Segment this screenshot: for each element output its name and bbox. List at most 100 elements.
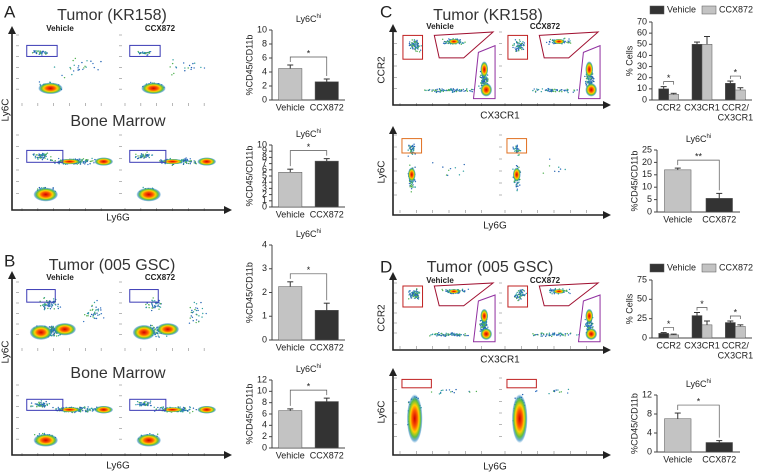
flow-event <box>513 44 515 46</box>
flow-event <box>146 52 148 54</box>
flow-event <box>518 50 520 52</box>
x-tick-label: CCR2/ <box>722 102 750 112</box>
flow-event <box>96 299 98 302</box>
flow-event <box>410 187 413 190</box>
flow-event <box>472 88 474 91</box>
flow-event <box>464 334 466 337</box>
flow-plot <box>119 281 207 351</box>
flow-event <box>79 406 82 409</box>
flow-event <box>518 42 521 44</box>
flow-event <box>533 334 536 336</box>
flow-event <box>155 331 157 334</box>
flow-event <box>100 312 103 315</box>
y-tick-label: 3 <box>262 263 267 273</box>
bar <box>735 326 746 339</box>
flow-event <box>440 334 442 337</box>
flow-event <box>470 90 472 92</box>
flow-event <box>151 304 154 306</box>
flow-event <box>549 158 551 160</box>
flow-event <box>192 62 194 65</box>
flow-event <box>44 404 46 407</box>
flow-event <box>138 53 141 55</box>
condition-label: CCX872 <box>145 273 176 282</box>
flow-event <box>36 156 38 159</box>
flow-event <box>87 313 90 315</box>
flow-event <box>452 88 455 90</box>
flow-event <box>53 308 55 310</box>
flow-event <box>100 60 102 63</box>
flow-event <box>588 78 590 80</box>
flow-event <box>482 323 485 326</box>
flow-event <box>202 312 204 315</box>
flow-event <box>569 333 571 335</box>
bar-chart: 0 2 4 6 8 10%CD45/CD11b Ly6Chi Vehicle CCX872 * <box>244 14 345 112</box>
flow-event <box>461 89 463 92</box>
flow-event <box>148 156 150 159</box>
y-axis-label: %CD45/CD11b <box>629 393 639 454</box>
flow-event <box>532 89 534 92</box>
flow-event <box>81 159 84 161</box>
flow-event <box>195 321 197 324</box>
flow-event <box>94 317 96 320</box>
flow-event <box>69 66 71 69</box>
flow-event <box>533 88 535 90</box>
flow-event <box>74 57 77 60</box>
chart-title-base: Ly6C <box>296 229 317 239</box>
flow-event <box>90 60 92 62</box>
flow-event <box>50 306 53 308</box>
flow-event <box>412 294 415 296</box>
flow-event <box>171 164 173 167</box>
flow-event <box>551 293 553 295</box>
flow-density <box>448 289 460 294</box>
flow-event <box>156 433 159 435</box>
flow-event <box>558 90 560 93</box>
flow-event <box>449 167 452 170</box>
flow-event <box>408 294 410 296</box>
flow-event <box>552 88 554 91</box>
gate <box>507 34 529 60</box>
flow-event <box>77 65 80 67</box>
flow-event <box>147 401 149 404</box>
flow-event <box>481 326 483 328</box>
flow-event <box>439 90 442 92</box>
flow-event <box>518 154 520 156</box>
flow-event <box>412 149 415 152</box>
flow-event <box>54 162 56 165</box>
flow-event <box>519 40 521 43</box>
flow-event <box>560 333 563 335</box>
flow-event <box>464 290 466 292</box>
flow-event <box>456 334 458 336</box>
y-tick-label: 4 <box>262 420 267 430</box>
flow-event <box>57 157 60 160</box>
flow-event <box>592 80 595 82</box>
significance-label: * <box>667 319 671 329</box>
flow-event <box>432 89 435 91</box>
flow-event <box>523 42 525 44</box>
flow-event <box>414 40 417 43</box>
bar <box>658 333 669 339</box>
y-tick-label: 2 <box>262 287 267 297</box>
flow-event <box>450 391 452 393</box>
flow-event <box>48 303 50 305</box>
flow-event <box>466 88 468 90</box>
flow-event <box>553 292 556 295</box>
significance-bracket <box>289 389 328 406</box>
flow-event <box>146 154 148 156</box>
flow-event <box>519 297 521 299</box>
gate <box>538 31 600 59</box>
y-tick-label: 12 <box>257 374 267 384</box>
flow-event <box>456 88 458 91</box>
flow-event <box>453 392 455 394</box>
flow-event <box>148 154 150 156</box>
flow-event <box>140 153 143 155</box>
flow-event <box>516 294 518 296</box>
y-tick-label: 4 <box>262 66 267 76</box>
flow-event <box>414 48 416 50</box>
flow-event <box>417 45 419 47</box>
flow-event <box>418 292 421 294</box>
flow-event <box>34 157 37 159</box>
flow-event <box>458 42 461 45</box>
flow-density <box>511 394 528 444</box>
flow-event <box>146 54 148 56</box>
flow-event <box>73 64 75 67</box>
